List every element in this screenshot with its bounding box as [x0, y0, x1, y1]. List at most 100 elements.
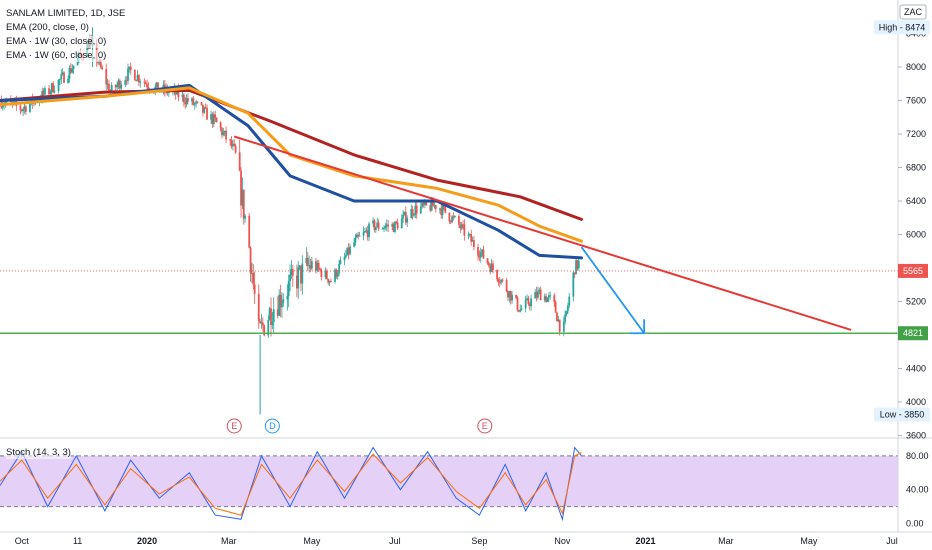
candle-body [458, 216, 460, 225]
candle-body [309, 265, 312, 269]
candle-body [253, 284, 256, 294]
candle-body [324, 270, 327, 278]
event-marker-text: E [482, 421, 488, 431]
high-label-bg [874, 20, 930, 35]
candle-body [108, 83, 110, 93]
candle-body [195, 101, 198, 104]
candle-body [392, 224, 395, 232]
event-marker-3[interactable]: E [477, 418, 493, 434]
candle-body [230, 140, 233, 147]
currency-badge-bg [899, 4, 927, 20]
candle-body [400, 218, 403, 229]
candle-body [438, 208, 441, 210]
current-price-tag[interactable]: 5565 [898, 263, 928, 278]
candle-body [139, 81, 142, 83]
candle-body [68, 68, 71, 79]
candle-body [406, 218, 409, 223]
candle-body [338, 263, 340, 274]
candle-body [290, 269, 293, 275]
candle-body [404, 211, 407, 223]
candle-body [347, 247, 350, 255]
candle-body [564, 314, 567, 322]
x-tick-label: 11 [73, 536, 82, 546]
candle-body [345, 255, 347, 257]
y-tick-label: 4000 [906, 397, 926, 407]
candle-body [106, 83, 109, 85]
candle-body [234, 145, 237, 153]
candle-body [261, 322, 264, 326]
candle-body [346, 247, 349, 256]
indicator-ema60w-label[interactable]: EMA · 1W (60, close, 0) [6, 50, 107, 62]
candle-body [497, 279, 500, 283]
x-tick-label: Nov [554, 536, 571, 546]
candle-body [128, 66, 131, 69]
candle-body [191, 98, 193, 102]
candle-body [441, 204, 444, 215]
candle-body [451, 216, 454, 223]
candle-body [562, 321, 565, 332]
candle-body [22, 108, 25, 112]
candle-body [364, 230, 366, 232]
candle-body [387, 224, 390, 227]
candle-body [320, 270, 323, 278]
candle-body [509, 291, 512, 301]
chart-title[interactable]: SANLAM LIMITED, 1D, JSE [6, 8, 126, 20]
event-marker-1[interactable]: E [226, 418, 242, 434]
candle-body [252, 273, 255, 285]
candle-body [204, 107, 207, 109]
x-tick-label: May [800, 536, 818, 546]
candle-body [566, 305, 569, 312]
y-tick-label: 6000 [906, 229, 926, 239]
candle-body [415, 205, 418, 214]
candle-body [177, 88, 180, 98]
candle-body [310, 261, 313, 269]
candle-body [554, 301, 557, 313]
candle-body [268, 308, 271, 320]
candle-body [286, 295, 289, 300]
candle-body [52, 83, 55, 93]
candle-body [214, 114, 217, 118]
candle-body [434, 205, 437, 210]
candle-body [29, 103, 31, 112]
candle-body [535, 292, 538, 298]
candle-body [210, 114, 212, 120]
candle-body [114, 84, 117, 88]
candle-body [184, 102, 187, 105]
candle-body [402, 214, 405, 219]
support-price-tag[interactable]: 4821 [898, 326, 928, 341]
candle-body [20, 109, 23, 112]
candle-body [372, 220, 375, 224]
stochastic-pane[interactable] [0, 446, 898, 522]
stoch-line-2 [0, 452, 582, 516]
candle-body [430, 199, 433, 211]
candle-body [391, 224, 394, 227]
stoch-tick-label: 40.00 [906, 485, 929, 495]
stoch-tick-label: 80.00 [906, 451, 929, 461]
candle-body [271, 321, 274, 326]
candle-body [300, 265, 302, 284]
candle-body [557, 319, 560, 322]
candle-body [241, 189, 244, 206]
low-label: Low - 3850 [874, 407, 930, 422]
indicator-ema200-label[interactable]: EMA (200, close, 0) [6, 22, 89, 34]
candle-body [24, 106, 27, 112]
candle-body [244, 215, 247, 219]
event-marker-2[interactable]: D [264, 418, 280, 434]
y-tick-label: 6800 [906, 162, 926, 172]
candle-body [146, 84, 148, 88]
candle-body [1, 105, 4, 108]
candle-body [319, 268, 321, 271]
candle-body [376, 222, 379, 227]
indicator-ema30w-label[interactable]: EMA · 1W (30, close, 0) [6, 36, 107, 48]
candle-body [97, 61, 99, 64]
candle-body [185, 98, 188, 105]
candle-body [257, 293, 260, 321]
candle-body [202, 104, 204, 113]
stoch-label[interactable]: Stoch (14, 3, 3) [6, 447, 71, 459]
candle-body [395, 221, 398, 223]
trendline [233, 135, 852, 331]
candle-body [384, 226, 387, 228]
